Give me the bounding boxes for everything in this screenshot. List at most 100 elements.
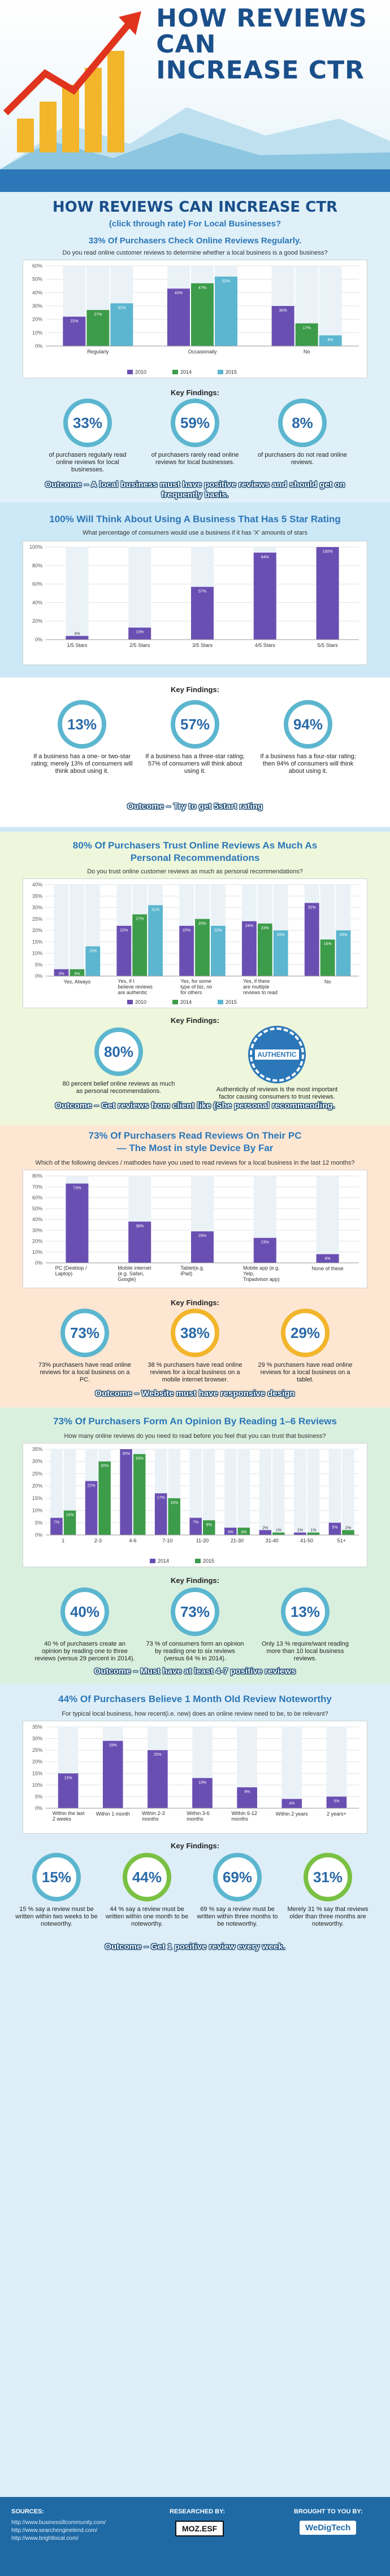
- data-label: 8%: [325, 1257, 331, 1261]
- bar: [320, 939, 335, 976]
- y-tick-label: 0%: [35, 1805, 42, 1811]
- data-label: 16%: [324, 942, 332, 946]
- source-link-3[interactable]: http://www.brightlocal.com/: [11, 2535, 79, 2542]
- data-label: 22%: [88, 1484, 96, 1488]
- bar: [195, 919, 210, 976]
- hero-title-line1: HOW REVIEWS: [156, 4, 367, 33]
- x-tick-label: Within 2 years: [276, 1811, 309, 1817]
- data-label: 6%: [206, 1523, 212, 1527]
- bar: [98, 1461, 111, 1535]
- bar: [191, 283, 214, 346]
- stat-text: 40 % of purchasers create an opinion by …: [34, 1641, 135, 1662]
- researched-by-label: RESEARCHED BY:: [170, 2508, 226, 2515]
- bar: [116, 925, 132, 976]
- y-tick-label: 40%: [32, 600, 42, 605]
- bar: [66, 636, 89, 640]
- section-2-outcome: Outcome – Try to get 5start rating: [127, 802, 263, 811]
- bar: [215, 276, 237, 346]
- y-tick-label: 35%: [32, 1446, 42, 1452]
- x-tick-label: Within 1 month: [96, 1811, 130, 1817]
- section-1-stat-2: 59% of purchasers rarely read online rev…: [150, 399, 240, 466]
- source-link-1[interactable]: http://www.businessillcommunity.com/: [11, 2520, 106, 2526]
- section-6-outcome: Outcome – Get 1 positive review every we…: [105, 1942, 285, 1952]
- hero-title: HOW REVIEWS CAN INCREASE CTR: [156, 6, 367, 84]
- stat-ring: 73%: [60, 1309, 109, 1357]
- bar: [191, 1231, 214, 1263]
- data-label: 31%: [151, 908, 159, 912]
- data-label: 3%: [241, 1530, 246, 1534]
- data-label: 20%: [339, 933, 347, 937]
- section-5-outcome: Outcome – Must have at least 4-7 positiv…: [94, 1667, 296, 1676]
- source-link-2[interactable]: http://www.searchenginelend.com/: [11, 2527, 98, 2534]
- x-tick-label: No: [304, 349, 310, 355]
- x-tick-label: Within 3-6 months: [187, 1810, 210, 1822]
- section-2-question: What percentage of consumers would use a…: [83, 530, 307, 536]
- bar-track: [237, 1449, 250, 1535]
- bar: [189, 1517, 202, 1535]
- y-tick-label: 15%: [32, 1495, 42, 1501]
- data-label: 8%: [328, 338, 333, 342]
- y-tick-label: 10%: [32, 330, 42, 335]
- stat-ring: 80%: [94, 1027, 143, 1076]
- hero-title-line3: INCREASE CTR: [156, 56, 365, 85]
- x-tick-label: No: [324, 979, 331, 985]
- section-4-outcome: Outcome – Website must have responsive d…: [95, 1389, 295, 1398]
- data-label: 17%: [157, 1496, 165, 1500]
- bar: [133, 1454, 146, 1535]
- section-2-divider: [0, 827, 390, 832]
- data-label: 33%: [136, 1457, 144, 1461]
- section-5-stat-1: 40% 40 % of purchasers create an opinion…: [34, 1587, 136, 1663]
- x-tick-label: 5/5 Stars: [318, 642, 339, 648]
- data-label: 3%: [228, 1530, 233, 1534]
- stat-text: Only 13 % require/want reading more than…: [261, 1641, 349, 1662]
- y-tick-label: 10%: [32, 1249, 42, 1255]
- y-tick-label: 0%: [35, 973, 42, 979]
- section-6-stat-1: 15% 15 % say a review must be written wi…: [14, 1853, 99, 1928]
- bar: [85, 946, 101, 976]
- bar: [154, 1493, 167, 1535]
- data-label: 4%: [289, 1802, 294, 1806]
- data-label: 13%: [89, 949, 97, 953]
- data-label: 32%: [118, 306, 125, 310]
- x-tick-label: 3/5 Stars: [192, 642, 213, 648]
- bar: [86, 310, 110, 346]
- authentic-badge-label: AUTHENTIC: [255, 1049, 299, 1060]
- bar: [257, 923, 272, 976]
- intro-title: HOW REVIEWS CAN INCREASE CTR: [52, 199, 338, 216]
- bar: [167, 288, 190, 346]
- section-6-heading: 44% Of Purchasers Believe 1 Month Old Re…: [58, 1694, 332, 1704]
- legend-entry: 2014: [180, 369, 192, 375]
- chart-6-panel: 0% 5% 10% 15% 20% 25% 30% 35% 15% Within the last…: [23, 1721, 367, 1834]
- bar-track: [326, 1727, 347, 1808]
- stat-ring: 31%: [304, 1853, 352, 1901]
- bar-track: [307, 1449, 320, 1535]
- x-tick-label: Regularly: [87, 349, 109, 355]
- stat-ring: 73%: [171, 1587, 219, 1636]
- bar: [102, 1740, 123, 1808]
- stat-ring: 13%: [281, 1587, 330, 1636]
- data-label: 1%: [297, 1529, 303, 1533]
- bar: [85, 1481, 98, 1535]
- section-1-stat-3: 8% of purchasers do not read online revi…: [257, 399, 348, 466]
- y-tick-label: 5%: [35, 962, 42, 968]
- bar-track: [328, 1449, 341, 1535]
- legend-swatch: [218, 1000, 223, 1004]
- bar: [191, 587, 214, 640]
- stat-ring: 15%: [32, 1853, 81, 1901]
- x-tick-label: Occasionally: [188, 349, 217, 355]
- legend-entry: 2014: [180, 999, 192, 1005]
- chart-4-panel: 0% 10% 20% 30% 40% 50% 60% 70% 80% 73% PC (Desktop…: [23, 1170, 367, 1288]
- bar: [316, 547, 339, 640]
- bar: [128, 1221, 151, 1263]
- y-tick-label: 35%: [32, 1724, 42, 1730]
- bar: [70, 969, 85, 976]
- x-tick-label: Mobile app (e.g. Yelp, Tripadvisor app): [243, 1265, 280, 1282]
- bar: [50, 1517, 63, 1535]
- y-tick-label: 80%: [32, 1173, 42, 1179]
- y-tick-label: 30%: [32, 905, 42, 911]
- x-tick-label: 51+: [337, 1538, 346, 1543]
- chart-2-panel: 0% 20% 40% 60% 80% 100% 4% 1/5 Stars 13% 2/5 Star…: [23, 541, 367, 665]
- section-3-stat-2: AUTHENTIC Authenticity of reviews is the…: [209, 1027, 345, 1101]
- data-label: 23%: [261, 926, 269, 930]
- data-label: 9%: [244, 1790, 250, 1794]
